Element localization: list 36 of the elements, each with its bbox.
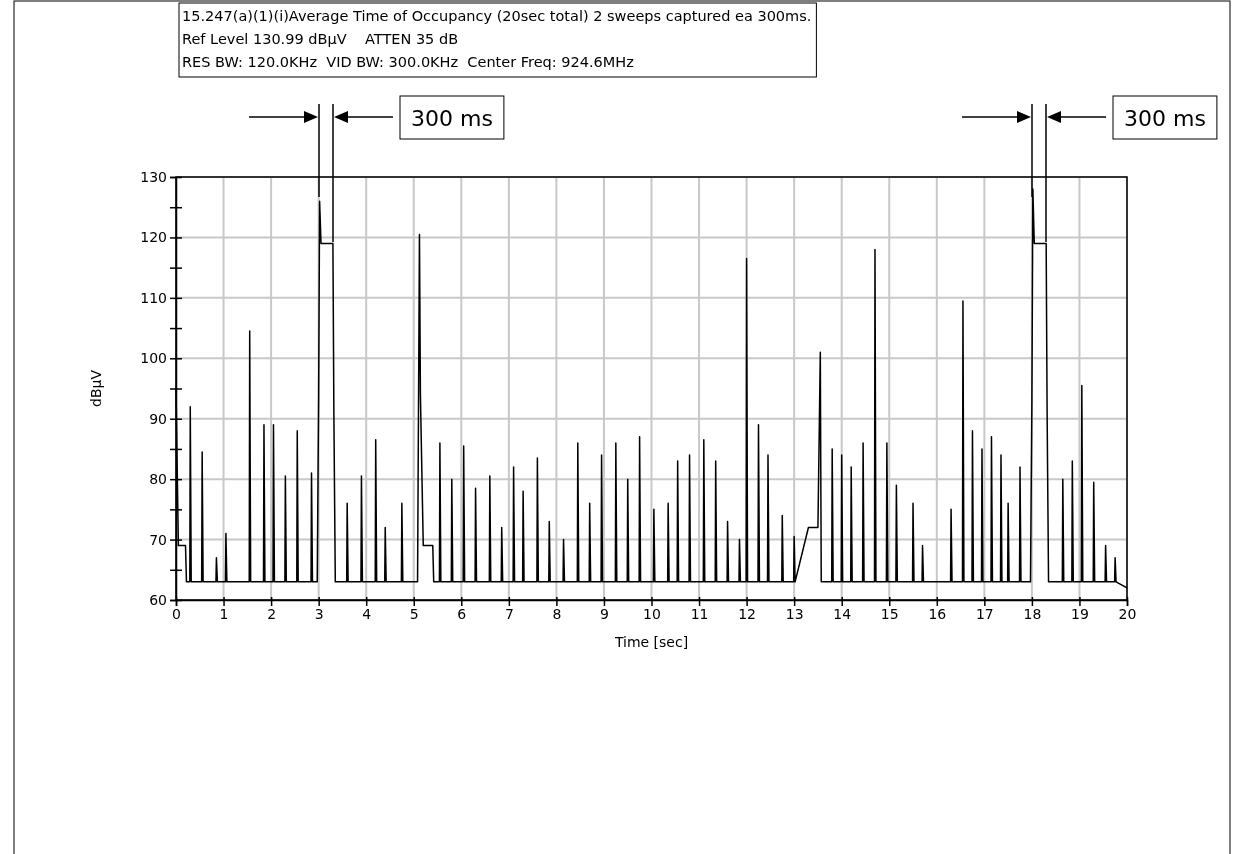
y-tick-label: 80 — [149, 471, 167, 488]
x-tick-label: 13 — [785, 605, 804, 622]
x-tick-label: 14 — [833, 605, 852, 622]
y-tick-label: 120 — [140, 229, 167, 246]
y-axis-title: dBµV — [88, 369, 104, 407]
y-tick-label: 130 — [140, 168, 167, 185]
x-tick-label: 7 — [504, 605, 514, 622]
text: Ref Level 130.99 dBµV ATTEN 35 dB — [182, 31, 459, 47]
x-tick-label: 6 — [457, 605, 467, 622]
x-tick-label: 3 — [314, 605, 324, 622]
text: 15.247(a)(1)(i)Average Time of Occupancy (20sec total) 2 sweeps captured ea 300ms. — [182, 8, 812, 24]
x-tick-label: 0 — [172, 605, 181, 622]
y-tick-label: 90 — [149, 410, 167, 427]
text: 300 ms — [411, 106, 493, 131]
x-tick-label: 11 — [690, 605, 709, 622]
x-tick-label: 10 — [643, 605, 661, 622]
x-tick-label: 1 — [219, 605, 229, 622]
x-tick-label: 15 — [880, 605, 899, 622]
text: 300 ms — [1124, 106, 1206, 131]
x-tick-label: 8 — [552, 605, 562, 622]
text: RES BW: 120.0KHz VID BW: 300.0KHz Center Freq: 924.6MHz — [182, 54, 634, 70]
x-tick-label: 18 — [1023, 605, 1042, 622]
x-tick-label: 12 — [738, 605, 757, 622]
y-tick-label: 70 — [149, 531, 167, 548]
x-tick-label: 4 — [362, 605, 372, 622]
x-tick-label: 9 — [599, 605, 609, 622]
y-tick-label: 110 — [140, 289, 167, 306]
x-axis-title: Time [sec] — [613, 634, 689, 650]
x-tick-label: 5 — [409, 605, 419, 622]
x-tick-label: 17 — [975, 605, 994, 622]
x-tick-label: 2 — [267, 605, 277, 622]
x-tick-label: 19 — [1071, 605, 1089, 622]
y-tick-label: 60 — [149, 591, 167, 608]
y-tick-label: 100 — [140, 350, 167, 367]
x-tick-label: 16 — [928, 605, 947, 622]
x-tick-label: 20 — [1118, 605, 1137, 622]
